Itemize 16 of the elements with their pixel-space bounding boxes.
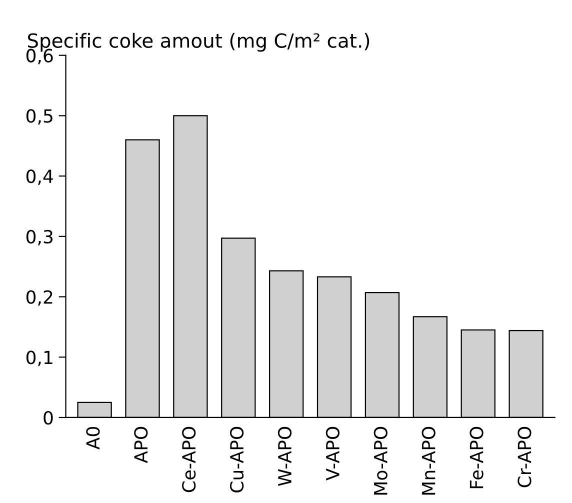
y-tick-label: 0 [44,410,53,425]
x-tick-label: Fe-APO [470,426,484,488]
x-tick-label: Mo-APO [374,426,388,495]
x-tick-label: A0 [86,427,100,450]
y-tick-label: 0,2 [26,290,52,306]
x-tick-label: V-APO [326,426,340,481]
x-tick-label: Ce-APO [182,426,196,492]
y-tick-label: 0,1 [26,350,52,366]
y-tick-label: 0,4 [26,170,53,186]
x-tick-label: W-APO [278,426,292,486]
y-tick-label: 0,5 [26,109,52,125]
x-tick-label: APO [134,426,148,464]
x-tick-label: Mn-APO [422,426,436,495]
y-tick-label: 0,3 [26,230,53,246]
x-tick-label: Cr-APO [518,426,532,488]
x-tick-label: Cu-APO [230,426,244,492]
